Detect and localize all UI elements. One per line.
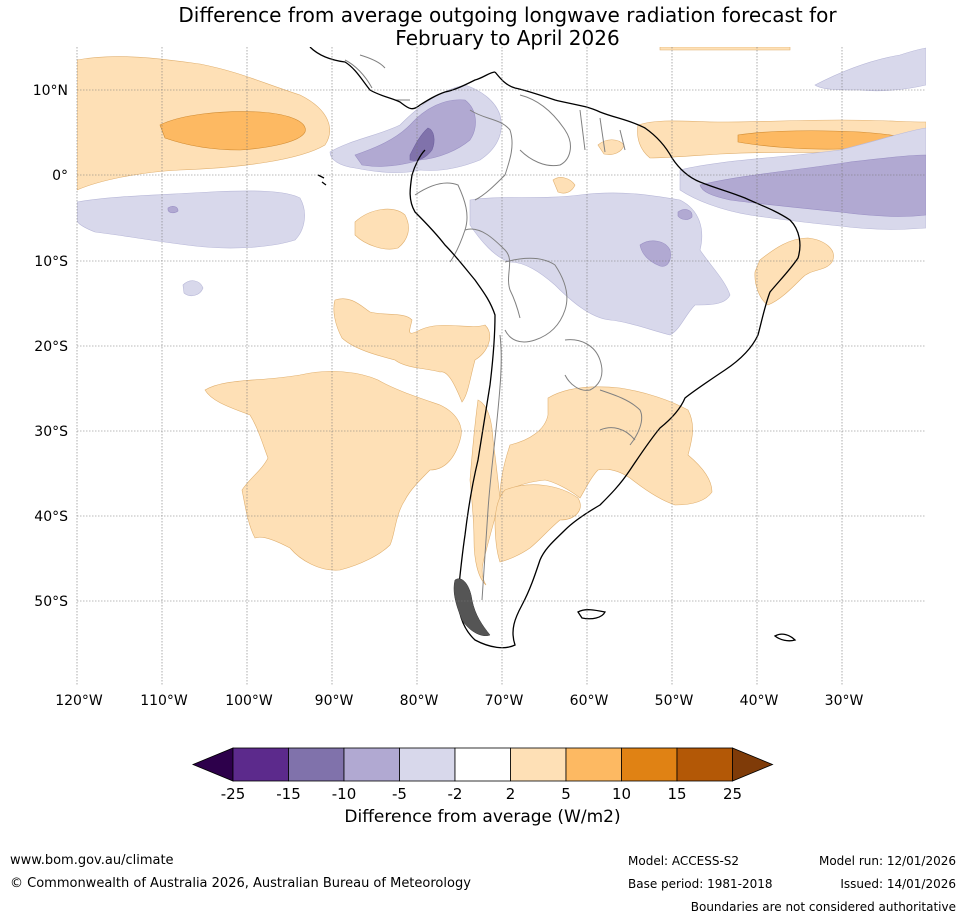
colorbar-segment bbox=[621, 747, 678, 782]
colorbar-segment bbox=[454, 747, 511, 782]
colorbar-title: Difference from average (W/m2) bbox=[344, 807, 621, 827]
colorbar-tick-label: 5 bbox=[561, 785, 571, 803]
colorbar-segment bbox=[343, 747, 400, 782]
strong-negative-area-tiny bbox=[167, 206, 179, 214]
footer-model: Model: ACCESS-S2 bbox=[628, 854, 740, 868]
lat-label-40s: 40°S bbox=[34, 509, 68, 525]
strong-negative-area-atlantic bbox=[699, 154, 926, 217]
coastline-central-america bbox=[309, 47, 496, 110]
footer-base-period: Base period: 1981-2018 bbox=[628, 877, 773, 891]
boundary-argentina-brazil bbox=[599, 389, 643, 446]
lat-label-50s: 50°S bbox=[34, 594, 68, 610]
colorbar-tick-label: -15 bbox=[276, 785, 301, 803]
map-title: Difference from average outgoing longwav… bbox=[0, 4, 965, 50]
strong-positive-anomaly-areas bbox=[159, 111, 906, 151]
lon-label-90w: 90°W bbox=[315, 693, 354, 709]
colorbar-arrow-high bbox=[732, 747, 774, 782]
lat-label-30s: 30°S bbox=[34, 424, 68, 440]
coastline-falkland-islands bbox=[577, 609, 606, 620]
anomaly-area-south-pacific bbox=[204, 371, 462, 571]
anomaly-area-northeast-brazil bbox=[754, 237, 834, 306]
colorbar-tick-label: 10 bbox=[612, 785, 631, 803]
coastline bbox=[309, 47, 801, 649]
boundary-chile-argentina bbox=[481, 334, 502, 601]
anomaly-area-amazon-small bbox=[552, 177, 576, 194]
strong-negative-area-amazon bbox=[639, 240, 671, 267]
lat-label-10n: 10°N bbox=[33, 83, 68, 99]
lat-label-20s: 20°S bbox=[34, 339, 68, 355]
colorbar-tick-label: -25 bbox=[221, 785, 246, 803]
boundary-paraguay bbox=[564, 339, 603, 391]
strongest-negative-anomaly-areas bbox=[409, 127, 435, 161]
lon-label-70w: 70°W bbox=[485, 693, 524, 709]
title-line-2: February to April 2026 bbox=[395, 26, 620, 50]
footer-model-run: Model run: 12/01/2026 bbox=[818, 854, 956, 868]
strongest-negative-area-colombia bbox=[409, 127, 435, 161]
colorbar-segment bbox=[565, 747, 622, 782]
chilean-archipelago bbox=[453, 578, 491, 636]
footer-copyright: © Commonwealth of Australia 2026, Austra… bbox=[10, 876, 471, 891]
footer-disclaimer: Boundaries are not considered authoritat… bbox=[690, 900, 956, 914]
title-line-1: Difference from average outgoing longwav… bbox=[178, 3, 837, 27]
boundary-peru-brazil bbox=[464, 228, 521, 319]
boundary-guianas bbox=[579, 109, 626, 153]
lon-label-100w: 100°W bbox=[225, 693, 273, 709]
negative-area-small-east-pacific bbox=[182, 280, 204, 297]
colorbar-segment bbox=[510, 747, 567, 782]
colorbar-tick-label: -10 bbox=[332, 785, 357, 803]
lat-label-0: 0° bbox=[52, 168, 68, 184]
colorbar: -25 -15 -10 -5 -2 2 5 10 15 25 bbox=[191, 747, 774, 803]
boundary-central-america bbox=[344, 54, 410, 101]
lon-label-40w: 40°W bbox=[740, 693, 779, 709]
colorbar-segment bbox=[288, 747, 345, 782]
boundary-uruguay bbox=[599, 427, 636, 441]
anomaly-area-guiana-small bbox=[597, 139, 625, 155]
strong-negative-area-colombia bbox=[354, 99, 476, 167]
negative-area-pacific-band bbox=[77, 190, 305, 249]
negative-area-amazon bbox=[469, 192, 731, 336]
strong-positive-area-pacific bbox=[159, 111, 306, 151]
boundary-venezuela-guyana bbox=[519, 94, 571, 167]
colorbar-tick-label: 15 bbox=[667, 785, 686, 803]
lon-label-30w: 30°W bbox=[825, 693, 864, 709]
strong-negative-area-small bbox=[677, 209, 693, 220]
boundary-bolivia bbox=[504, 257, 568, 343]
coastline-south-america bbox=[409, 71, 801, 649]
colorbar-segment bbox=[676, 747, 733, 782]
colorbar-tick-label: 2 bbox=[506, 785, 516, 803]
latitude-axis-labels: 10°N 0° 10°S 20°S 30°S 40°S 50°S bbox=[33, 83, 68, 610]
lat-label-10s: 10°S bbox=[34, 254, 68, 270]
lon-label-120w: 120°W bbox=[55, 693, 103, 709]
colorbar-segment bbox=[399, 747, 456, 782]
lon-label-50w: 50°W bbox=[655, 693, 694, 709]
colorbar-arrow-low bbox=[191, 747, 234, 782]
anomaly-shading bbox=[77, 47, 926, 586]
colorbar-tick-label: 25 bbox=[723, 785, 742, 803]
negative-area-north-atlantic bbox=[814, 47, 926, 92]
anomaly-area-southeast-pacific bbox=[333, 298, 490, 403]
colorbar-tick-label: -5 bbox=[392, 785, 407, 803]
archipelago-islands bbox=[453, 578, 491, 636]
anomaly-area-patagonia bbox=[494, 484, 581, 563]
coastline-galapagos bbox=[317, 174, 327, 186]
coastline-south-georgia bbox=[773, 633, 797, 642]
boundary-colombia-venezuela bbox=[469, 109, 513, 201]
footer-issued: Issued: 14/01/2026 bbox=[840, 877, 956, 891]
colorbar-segment bbox=[232, 747, 289, 782]
map-gridlines bbox=[76, 47, 926, 685]
lon-label-110w: 110°W bbox=[140, 693, 188, 709]
country-boundaries bbox=[344, 54, 643, 601]
anomaly-area-top-strip bbox=[659, 47, 791, 51]
footer-website: www.bom.gov.au/climate bbox=[10, 853, 174, 868]
boundary-ecuador-peru bbox=[414, 182, 468, 263]
anomaly-area-east-pacific-small bbox=[354, 208, 409, 250]
longitude-axis-labels: 120°W 110°W 100°W 90°W 80°W 70°W 60°W 50… bbox=[55, 693, 863, 709]
colorbar-tick-label: -2 bbox=[448, 785, 463, 803]
strong-negative-anomaly-areas bbox=[167, 99, 926, 267]
lon-label-60w: 60°W bbox=[570, 693, 609, 709]
lon-label-80w: 80°W bbox=[400, 693, 439, 709]
